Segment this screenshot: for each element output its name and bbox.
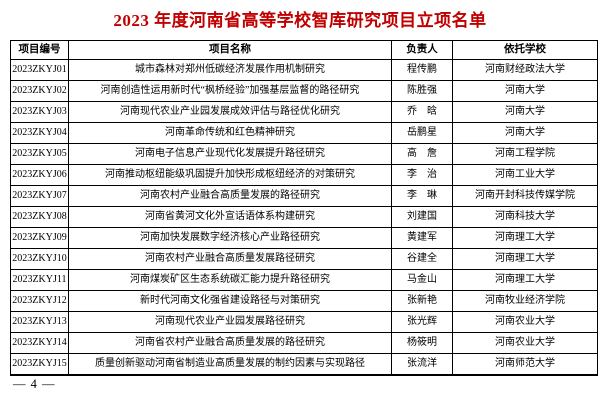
cell-leader: 程传鹏 — [391, 59, 453, 81]
cell-school: 河南牧业经济学院 — [452, 290, 598, 312]
cell-leader: 刘建国 — [391, 206, 453, 228]
col-header-project-code: 项目编号 — [10, 40, 69, 60]
cell-leader: 马金山 — [391, 269, 453, 291]
table-row: 2023ZKYJ13 河南现代农业产业园发展路径研究 张光辉 河南农业大学 — [10, 311, 598, 333]
cell-leader: 黄建军 — [391, 227, 453, 249]
table-row: 2023ZKYJ06 河南推动枢纽能级巩固提升加快形成枢纽经济的对策研究 李 治… — [10, 164, 598, 186]
cell-school: 河南开封科技传媒学院 — [452, 185, 598, 207]
cell-school: 河南理工大学 — [452, 227, 598, 249]
cell-school: 河南农业大学 — [452, 332, 598, 354]
table-row: 2023ZKYJ11 河南煤炭矿区生态系统碳汇能力提升路径研究 马金山 河南理工… — [10, 269, 598, 291]
cell-name: 河南农村产业融合高质量发展的路径研究 — [68, 185, 392, 207]
cell-leader: 杨筱明 — [391, 332, 453, 354]
page-number: — 4 — — [13, 377, 56, 391]
cell-name: 河南电子信息产业现代化发展提升路径研究 — [68, 143, 392, 165]
table-row: 2023ZKYJ10 河南农村产业融合高质量发展路径研究 谷建全 河南理工大学 — [10, 248, 598, 270]
table-row: 2023ZKYJ15 质量创新驱动河南省制造业高质量发展的制约因素与实现路径 张… — [10, 353, 598, 376]
cell-school: 河南理工大学 — [452, 269, 598, 291]
cell-code: 2023ZKYJ02 — [10, 80, 69, 102]
cell-school: 河南大学 — [452, 122, 598, 144]
cell-name: 河南农村产业融合高质量发展路径研究 — [68, 248, 392, 270]
cell-name: 河南现代农业产业园发展成效评估与路径优化研究 — [68, 101, 392, 123]
cell-school: 河南大学 — [452, 80, 598, 102]
table-row: 2023ZKYJ07 河南农村产业融合高质量发展的路径研究 李 琳 河南开封科技… — [10, 185, 598, 207]
cell-code: 2023ZKYJ13 — [10, 311, 69, 333]
cell-leader: 乔 晗 — [391, 101, 453, 123]
cell-school: 河南财经政法大学 — [452, 59, 598, 81]
table-header-row: 项目编号 项目名称 负责人 依托学校 — [10, 40, 598, 60]
col-header-leader: 负责人 — [391, 40, 453, 60]
cell-name: 质量创新驱动河南省制造业高质量发展的制约因素与实现路径 — [68, 353, 392, 376]
cell-name: 河南煤炭矿区生态系统碳汇能力提升路径研究 — [68, 269, 392, 291]
projects-table: 项目编号 项目名称 负责人 依托学校 2023ZKYJ01 城市森林对郑州低碳经… — [10, 40, 598, 376]
table-row: 2023ZKYJ09 河南加快发展数字经济核心产业路径研究 黄建军 河南理工大学 — [10, 227, 598, 249]
cell-code: 2023ZKYJ14 — [10, 332, 69, 354]
cell-leader: 李 治 — [391, 164, 453, 186]
cell-leader: 张流洋 — [391, 353, 453, 376]
cell-leader: 高 詹 — [391, 143, 453, 165]
cell-code: 2023ZKYJ04 — [10, 122, 69, 144]
table-row: 2023ZKYJ05 河南电子信息产业现代化发展提升路径研究 高 詹 河南工程学… — [10, 143, 598, 165]
col-header-school: 依托学校 — [452, 40, 598, 60]
cell-code: 2023ZKYJ10 — [10, 248, 69, 270]
cell-name: 城市森林对郑州低碳经济发展作用机制研究 — [68, 59, 392, 81]
cell-code: 2023ZKYJ11 — [10, 269, 69, 291]
cell-code: 2023ZKYJ05 — [10, 143, 69, 165]
table-row: 2023ZKYJ01 城市森林对郑州低碳经济发展作用机制研究 程传鹏 河南财经政… — [10, 59, 598, 81]
cell-name: 河南省农村产业融合高质量发展的路径研究 — [68, 332, 392, 354]
cell-leader: 陈胜强 — [391, 80, 453, 102]
cell-code: 2023ZKYJ03 — [10, 101, 69, 123]
table-row: 2023ZKYJ02 河南创造性运用新时代“枫桥经验”加强基层监督的路径研究 陈… — [10, 80, 598, 102]
cell-code: 2023ZKYJ07 — [10, 185, 69, 207]
cell-school: 河南工程学院 — [452, 143, 598, 165]
table-row: 2023ZKYJ12 新时代河南文化强省建设路径与对策研究 张新艳 河南牧业经济… — [10, 290, 598, 312]
cell-leader: 谷建全 — [391, 248, 453, 270]
cell-school: 河南工业大学 — [452, 164, 598, 186]
cell-code: 2023ZKYJ01 — [10, 59, 69, 81]
cell-leader: 岳鹏星 — [391, 122, 453, 144]
table-row: 2023ZKYJ03 河南现代农业产业园发展成效评估与路径优化研究 乔 晗 河南… — [10, 101, 598, 123]
cell-code: 2023ZKYJ08 — [10, 206, 69, 228]
cell-name: 河南现代农业产业园发展路径研究 — [68, 311, 392, 333]
cell-name: 河南革命传统和红色精神研究 — [68, 122, 392, 144]
page-title: 2023 年度河南省高等学校智库研究项目立项名单 — [113, 11, 487, 30]
cell-name: 河南创造性运用新时代“枫桥经验”加强基层监督的路径研究 — [68, 80, 392, 102]
col-header-project-name: 项目名称 — [68, 40, 392, 60]
cell-school: 河南科技大学 — [452, 206, 598, 228]
cell-name: 河南推动枢纽能级巩固提升加快形成枢纽经济的对策研究 — [68, 164, 392, 186]
cell-code: 2023ZKYJ15 — [10, 353, 69, 376]
table-row: 2023ZKYJ04 河南革命传统和红色精神研究 岳鹏星 河南大学 — [10, 122, 598, 144]
cell-name: 河南加快发展数字经济核心产业路径研究 — [68, 227, 392, 249]
table-row: 2023ZKYJ08 河南省黄河文化外宣话语体系构建研究 刘建国 河南科技大学 — [10, 206, 598, 228]
table-row: 2023ZKYJ14 河南省农村产业融合高质量发展的路径研究 杨筱明 河南农业大… — [10, 332, 598, 354]
cell-name: 河南省黄河文化外宣话语体系构建研究 — [68, 206, 392, 228]
cell-school: 河南农业大学 — [452, 311, 598, 333]
cell-code: 2023ZKYJ06 — [10, 164, 69, 186]
cell-leader: 李 琳 — [391, 185, 453, 207]
cell-name: 新时代河南文化强省建设路径与对策研究 — [68, 290, 392, 312]
cell-code: 2023ZKYJ09 — [10, 227, 69, 249]
cell-leader: 张光辉 — [391, 311, 453, 333]
cell-leader: 张新艳 — [391, 290, 453, 312]
cell-school: 河南大学 — [452, 101, 598, 123]
cell-school: 河南理工大学 — [452, 248, 598, 270]
cell-school: 河南师范大学 — [452, 353, 598, 376]
cell-code: 2023ZKYJ12 — [10, 290, 69, 312]
